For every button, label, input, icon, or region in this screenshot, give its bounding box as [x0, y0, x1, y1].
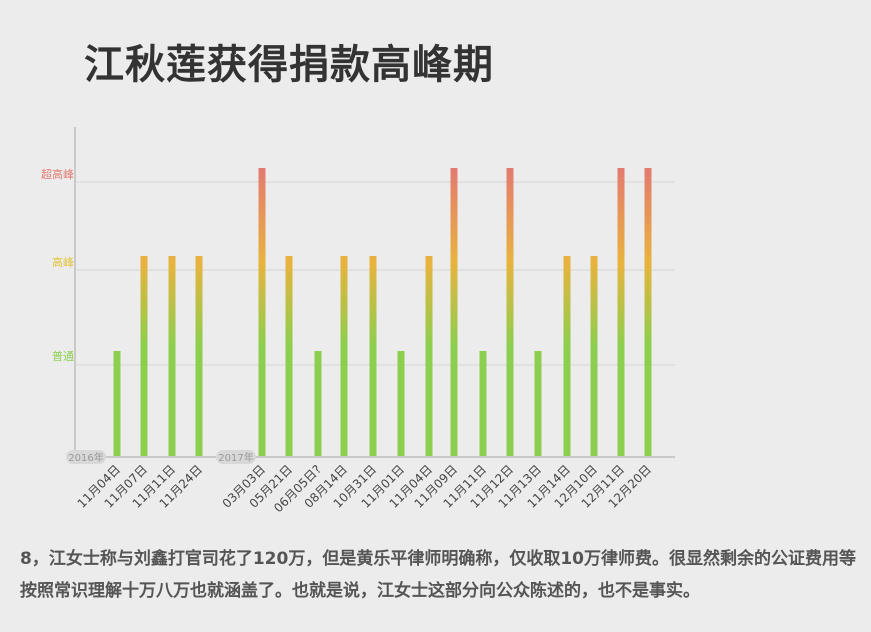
bar: [617, 168, 625, 456]
bar: [534, 351, 542, 456]
svg-text:2016年: 2016年: [68, 451, 103, 464]
bar: [314, 351, 322, 456]
bar: [113, 351, 121, 456]
bar: [563, 256, 571, 456]
bar: [340, 256, 348, 456]
page-title: 江秋莲获得捐款高峰期: [84, 42, 494, 88]
bar: [397, 351, 405, 456]
y-level-label: 高峰: [52, 255, 74, 269]
bar: [590, 256, 598, 456]
year-marker: 2017年: [216, 450, 256, 464]
year-marker: 2016年: [66, 450, 106, 464]
bar: [285, 256, 293, 456]
y-axis-labels: 普通 高峰 超高峰: [41, 167, 74, 363]
bar: [425, 256, 433, 456]
y-level-label: 普通: [52, 349, 74, 363]
bar: [450, 168, 458, 456]
bar: [168, 256, 176, 456]
y-level-label: 超高峰: [41, 167, 74, 181]
bar: [258, 168, 266, 456]
year-markers: 2016年 2017年: [66, 450, 256, 464]
bar: [644, 168, 652, 456]
bar: [369, 256, 377, 456]
caption-text: 8，江女士称与刘鑫打官司花了120万，但是黄乐平律师明确称，仅收取10万律师费。…: [20, 549, 856, 601]
bars: [113, 168, 652, 456]
bar: [195, 256, 203, 456]
bar: [140, 256, 148, 456]
bar: [479, 351, 487, 456]
svg-text:2017年: 2017年: [218, 451, 253, 464]
bar: [506, 168, 514, 456]
donation-peak-chart: 普通 高峰 超高峰 2016年 2017年 11月04日11月07日11月11日11月…: [41, 127, 675, 515]
